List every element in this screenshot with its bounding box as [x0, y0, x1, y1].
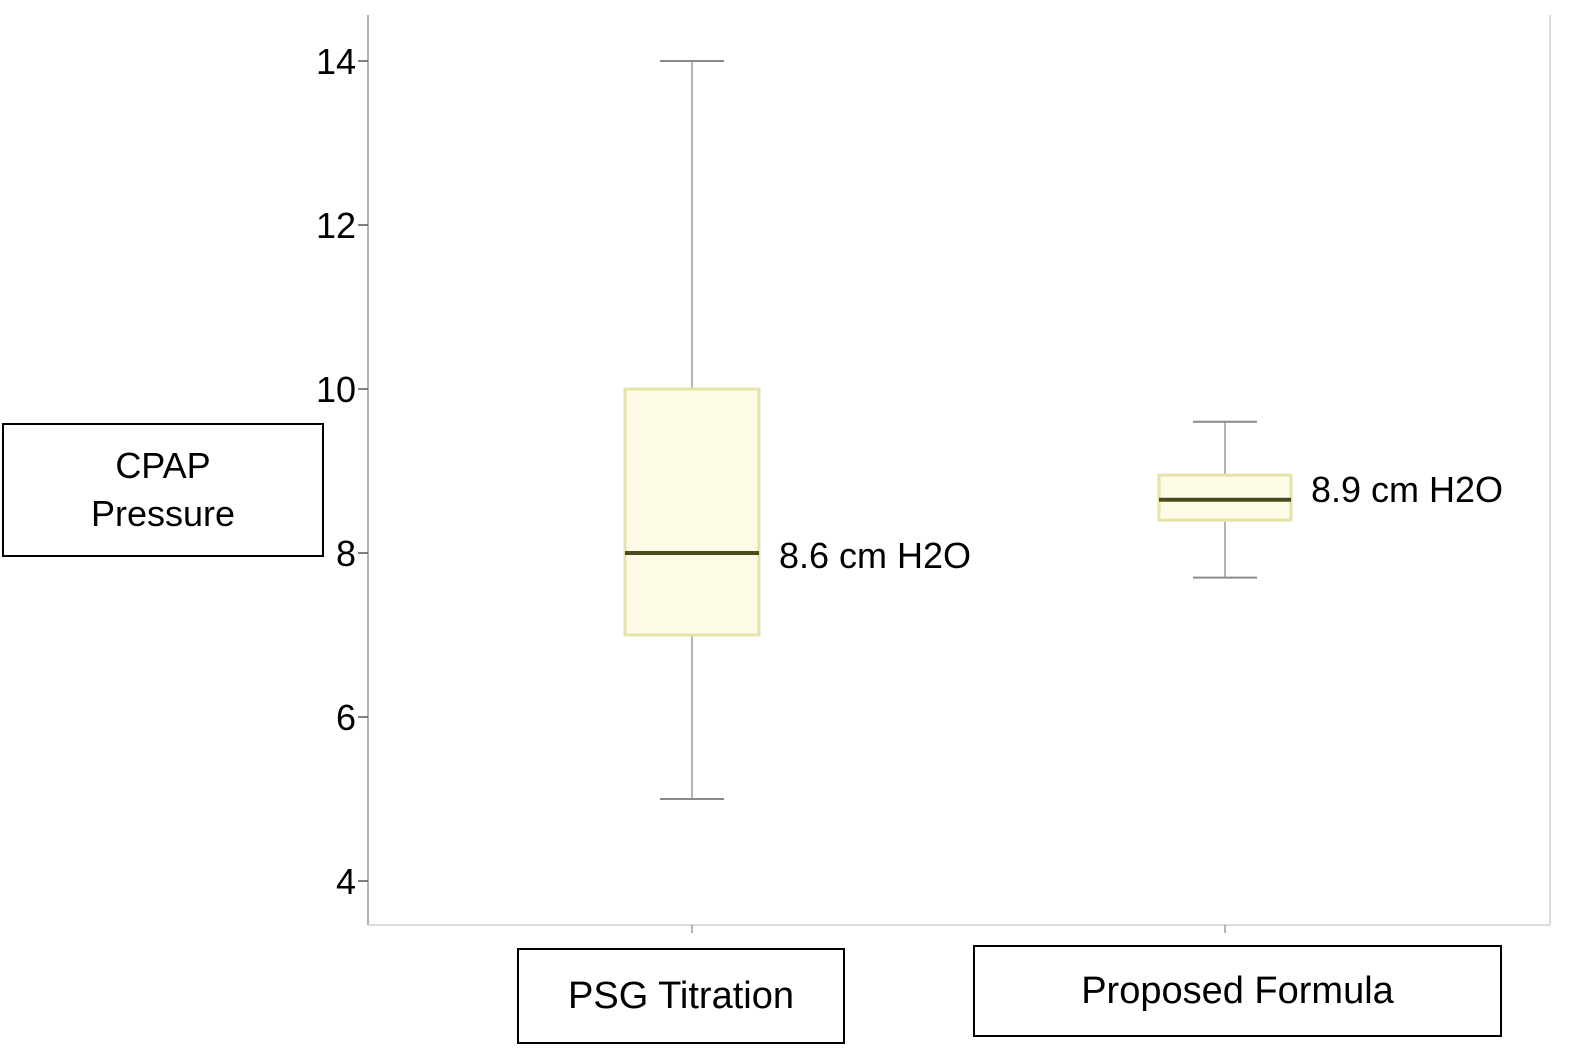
category-label-box-proposed-formula: Proposed Formula — [973, 945, 1502, 1037]
iqr-box — [1157, 473, 1293, 522]
y-tick-label: 14 — [316, 41, 356, 82]
category-label-proposed-formula: Proposed Formula — [1081, 969, 1394, 1012]
y-tick-label: 4 — [336, 861, 356, 902]
category-label-box-psg-titration: PSG Titration — [517, 948, 845, 1044]
y-axis-label-box: CPAP Pressure — [2, 423, 324, 557]
iqr-box — [623, 387, 761, 637]
box-proposed-formula: 8.9 cm H2O — [1157, 420, 1503, 579]
y-tick-label: 8 — [336, 533, 356, 574]
y-tick-label: 10 — [316, 369, 356, 410]
y-axis-ticks: 4 6 8 10 12 14 — [316, 41, 368, 902]
axes — [367, 15, 1551, 933]
y-tick-label: 12 — [316, 205, 356, 246]
median-annotation: 8.6 cm H2O — [779, 535, 971, 576]
y-axis-label: CPAP Pressure — [90, 445, 236, 534]
y-tick-label: 6 — [336, 697, 356, 738]
box-psg-titration: 8.6 cm H2O — [623, 60, 971, 800]
category-label-psg-titration: PSG Titration — [568, 974, 794, 1017]
boxes: 8.6 cm H2O 8.9 cm H2O — [623, 60, 1503, 800]
median-annotation: 8.9 cm H2O — [1311, 469, 1503, 510]
